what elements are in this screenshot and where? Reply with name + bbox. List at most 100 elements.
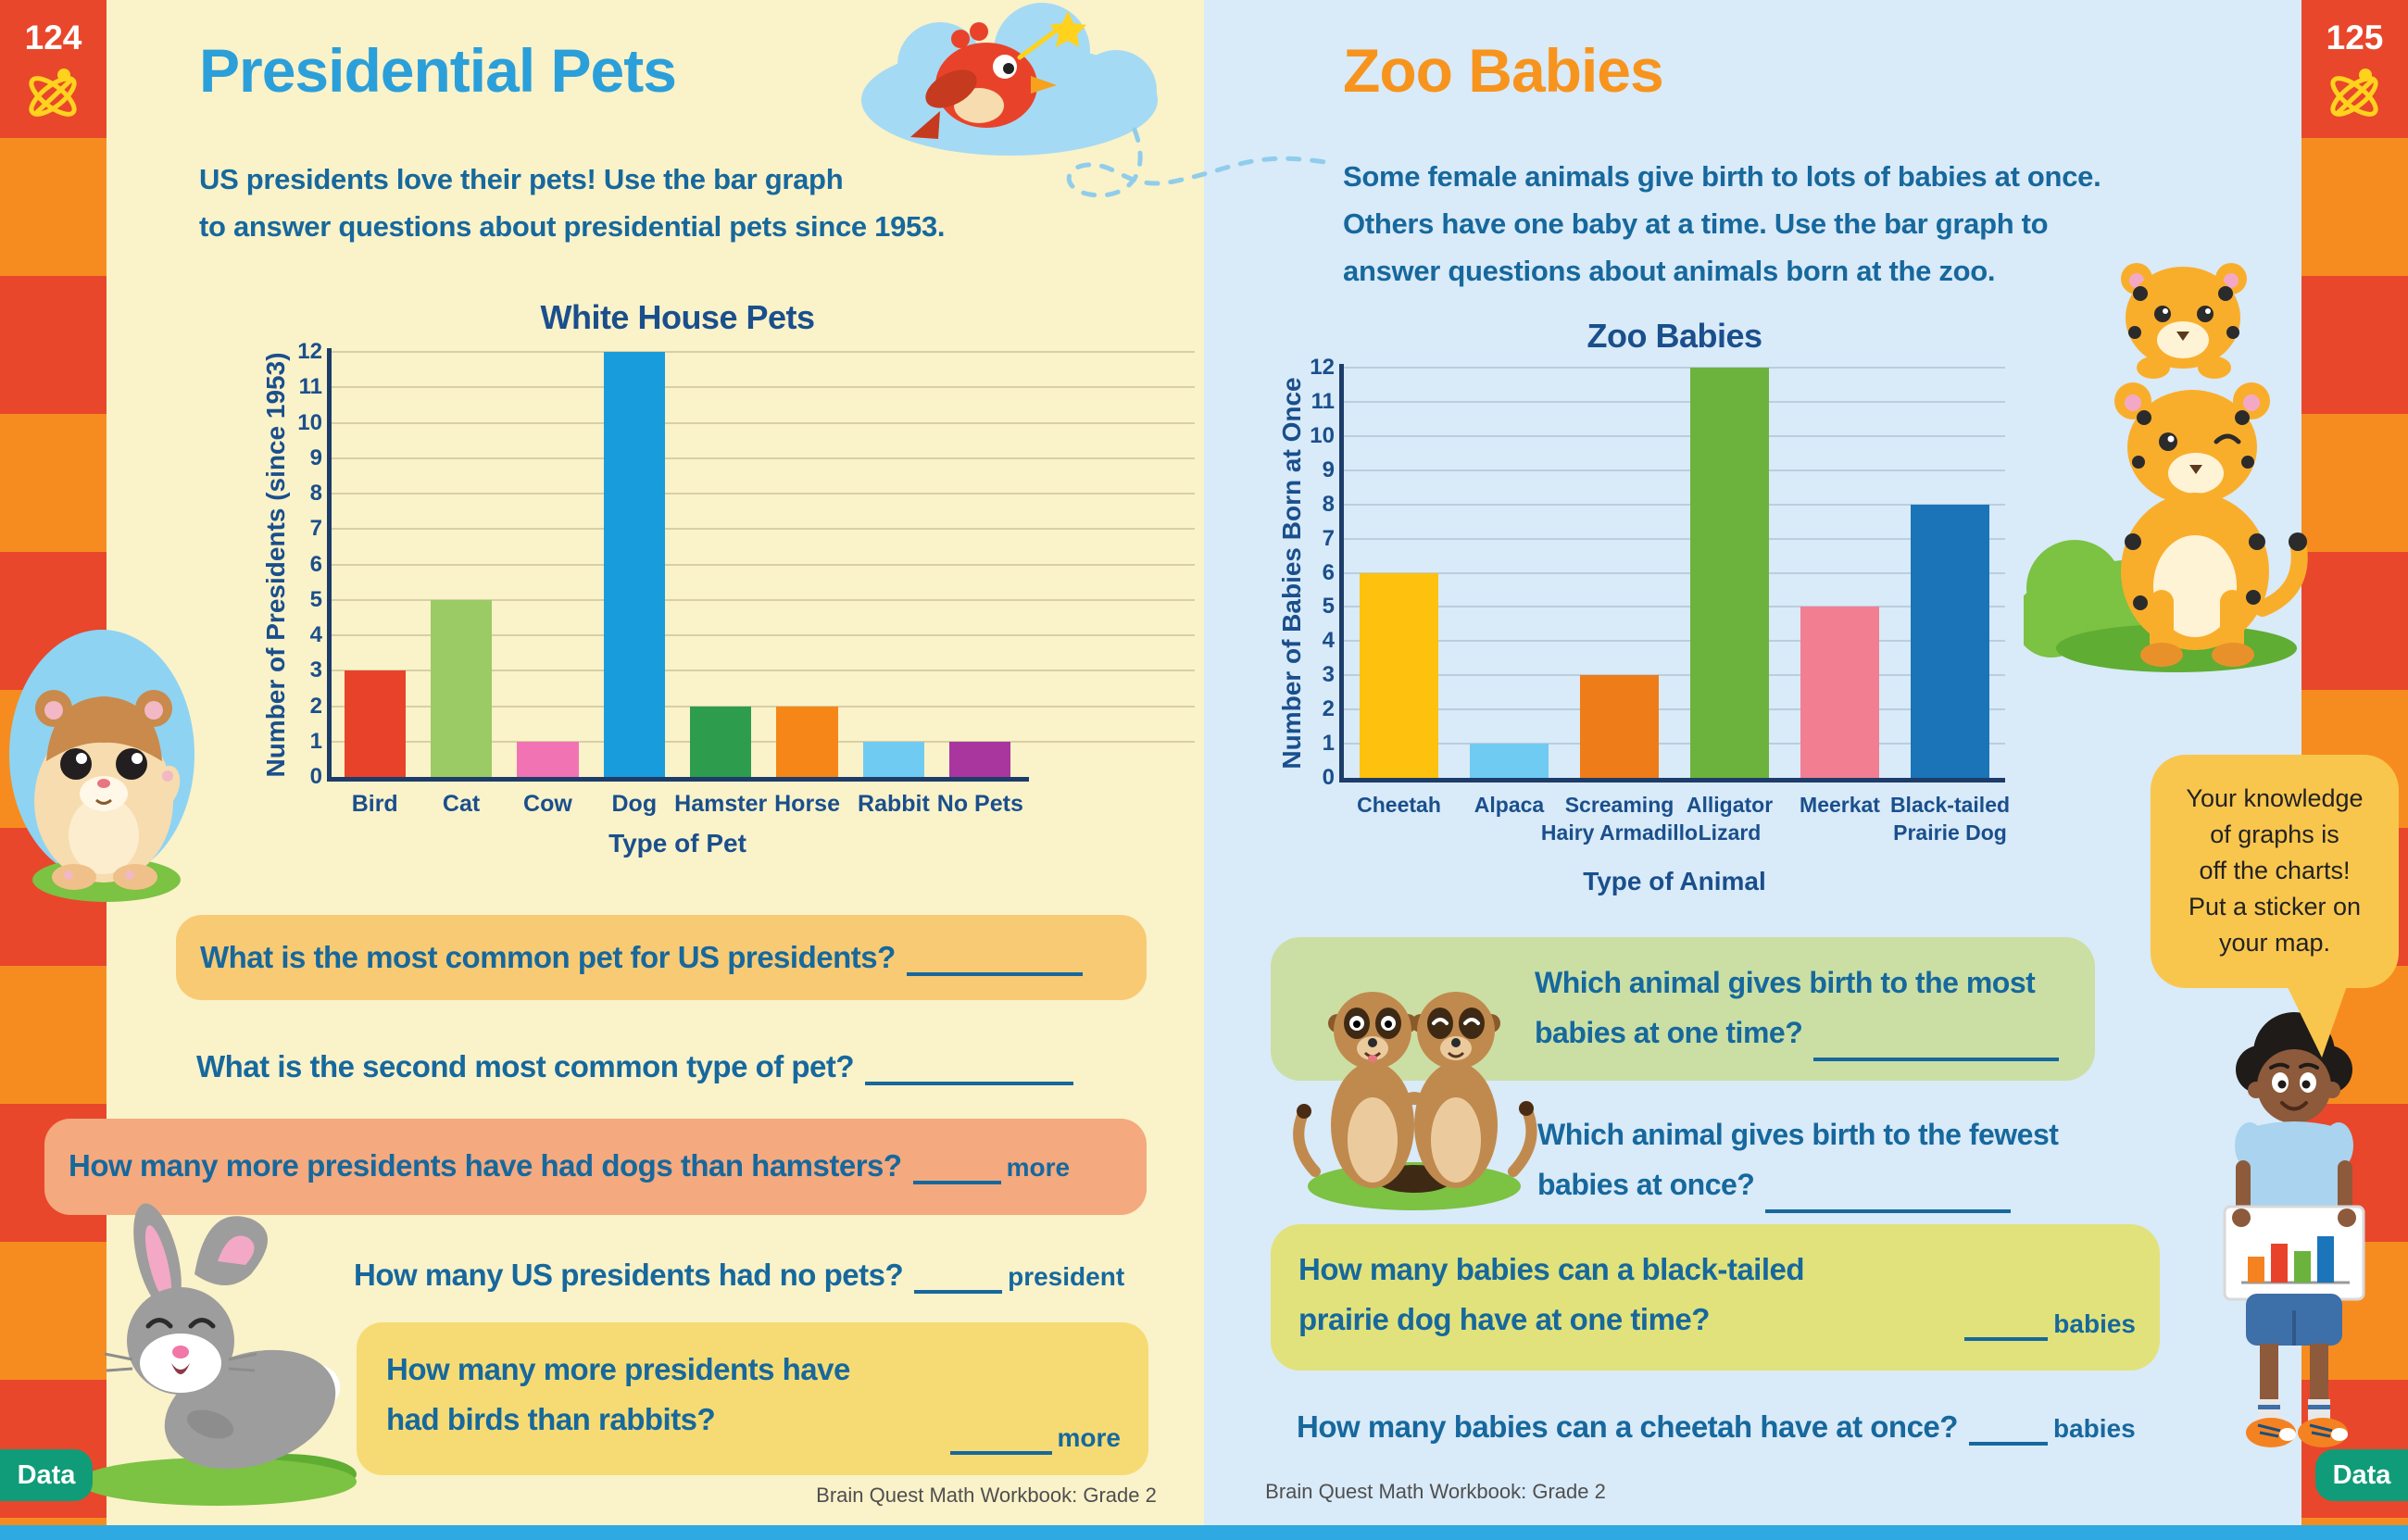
gridline: [1344, 434, 2005, 437]
question-3-suffix: more: [1006, 1153, 1071, 1182]
right-page-title: Zoo Babies: [1343, 36, 1664, 105]
x-category-label: Black-tailed Prairie Dog: [1889, 793, 2011, 845]
x-axis: [327, 777, 1029, 782]
left-page-intro: US presidents love their pets! Use the b…: [199, 163, 946, 243]
gridline: [332, 670, 1195, 672]
y-axis-label: Number of Babies Born at Once: [1277, 376, 1306, 770]
x-category-label: Rabbit: [858, 791, 930, 817]
zoo-question-1-line1: Which animal gives birth to the most: [1535, 966, 2036, 999]
question-4-text: How many US presidents had no pets?: [354, 1258, 904, 1292]
y-tick-label: 9: [1322, 457, 1335, 482]
gridline: [332, 386, 1195, 389]
y-tick-label: 5: [1322, 594, 1335, 620]
x-axis: [1339, 778, 2005, 783]
gridline: [332, 598, 1195, 601]
question-3-text: How many more presidents have had dogs t…: [69, 1148, 902, 1183]
boy-with-chart-illustration: [2197, 1005, 2391, 1468]
x-category-label: Screaming Hairy Armadillo: [1540, 793, 1699, 845]
y-tick-label: 3: [309, 657, 322, 683]
y-axis: [1339, 364, 1344, 783]
gridline: [1344, 537, 2005, 540]
x-category-label: Cow: [523, 791, 572, 817]
y-tick-label: 12: [297, 339, 322, 364]
zoo-babies-chart: 0 1 2 3 4 5 6 7 8 9 10 11 12 Cheetah Alpaca Screaming Ha…: [1277, 317, 2010, 895]
x-category-label: No Pets: [936, 791, 1023, 817]
gridline: [1344, 400, 2005, 403]
zoo-question-3-box: How many babies can a black-tailed prair…: [1271, 1224, 2160, 1371]
bar-rabbit: [862, 741, 925, 777]
y-tick-label: 0: [309, 764, 322, 789]
gridline: [1344, 503, 2005, 506]
x-category-label: Cheetah: [1357, 793, 1441, 817]
question-3-box: How many more presidents have had dogs t…: [44, 1119, 1147, 1215]
y-tick-label: 3: [1322, 662, 1335, 688]
answer-blank[interactable]: [906, 956, 1083, 976]
bar-cheetah: [1360, 572, 1438, 778]
white-house-pets-chart: 0 1 2 3 4 5 6 7 8 9 10 11 12 Bird Cat Cow Dog Hamster Hors…: [261, 298, 1195, 858]
y-tick-label: 7: [309, 516, 322, 542]
gridline: [1344, 571, 2005, 574]
zoo-question-3-line1: How many babies can a black-tailed: [1298, 1252, 1805, 1286]
zoo-question-4-row: How many babies can a cheetah have at on…: [1297, 1409, 2136, 1446]
gridline: [1344, 367, 2005, 369]
answer-blank[interactable]: [914, 1273, 1003, 1294]
question-5-suffix: more: [1057, 1423, 1121, 1452]
zoo-question-2-line1: Which animal gives birth to the fewest: [1537, 1118, 2059, 1151]
answer-blank[interactable]: [865, 1065, 1074, 1085]
y-tick-label: 0: [1322, 765, 1335, 790]
y-axis-label: Number of Presidents (since 1953): [261, 351, 290, 778]
brain-quest-atom-icon: [23, 67, 82, 126]
question-1-box: What is the most common pet for US presi…: [176, 915, 1147, 1000]
gridline: [332, 457, 1195, 459]
page-number-right: 125: [2326, 19, 2384, 56]
bar-no-pets: [949, 741, 1011, 777]
x-axis-label: Type of Pet: [608, 829, 746, 858]
gridline: [332, 493, 1195, 495]
gridline: [1344, 743, 2005, 745]
answer-blank[interactable]: [1765, 1159, 2012, 1213]
gridline: [1344, 469, 2005, 471]
zoo-question-1-line2: babies at one time?: [1535, 1008, 2095, 1061]
gridline: [332, 351, 1195, 353]
x-category-label: Hamster: [674, 791, 768, 817]
left-page-title: Presidential Pets: [199, 36, 677, 105]
answer-blank[interactable]: [1813, 1008, 2060, 1061]
data-badge-right: Data: [2315, 1449, 2408, 1501]
question-2-row: What is the second most common type of p…: [196, 1049, 1079, 1085]
bar-screaming-hairy-armadillo: [1580, 675, 1659, 778]
x-category-label: Alligator Lizard: [1686, 793, 1774, 845]
answer-blank[interactable]: [1964, 1321, 2049, 1341]
y-tick-label: 2: [309, 693, 322, 719]
answer-blank[interactable]: [949, 1434, 1052, 1455]
zoo-question-2: Which animal gives birth to the fewest b…: [1537, 1109, 2059, 1213]
bar-cat: [430, 599, 493, 777]
zoo-question-4-text: How many babies can a cheetah have at on…: [1297, 1409, 1958, 1444]
y-tick-label: 2: [1322, 696, 1335, 722]
gridline: [332, 563, 1195, 566]
gridline: [1344, 606, 2005, 608]
answer-blank[interactable]: [912, 1164, 1001, 1184]
zoo-question-4-suffix: babies: [2052, 1414, 2136, 1443]
gridline: [332, 705, 1195, 707]
y-tick-label: 10: [1310, 422, 1335, 448]
bottom-edge-strip: [0, 1525, 2408, 1540]
footer-left: Brain Quest Math Workbook: Grade 2: [816, 1484, 1157, 1507]
gridline: [332, 740, 1195, 743]
right-page-intro: Some female animals give birth to lots o…: [1343, 160, 2101, 287]
bar-black-tailed-prairie-dog: [1911, 504, 1989, 778]
question-4-row: How many US presidents had no pets? pres…: [354, 1258, 1124, 1294]
gridline: [332, 528, 1195, 531]
answer-blank[interactable]: [1968, 1425, 2048, 1446]
bar-bird: [344, 670, 406, 777]
x-axis-label: Type of Animal: [1583, 867, 1766, 895]
chart-title: Zoo Babies: [1587, 317, 1762, 355]
y-tick-label: 1: [1322, 731, 1335, 757]
x-category-label: Meerkat: [1800, 793, 1880, 817]
zoo-question-2-line2: babies at once?: [1537, 1159, 2058, 1213]
zoo-question-3-suffix: babies: [2053, 1309, 2136, 1338]
hamster-illustration: [9, 611, 204, 908]
y-tick-label: 10: [297, 409, 322, 435]
x-category-label: Bird: [351, 791, 398, 817]
bar-horse: [776, 706, 838, 777]
